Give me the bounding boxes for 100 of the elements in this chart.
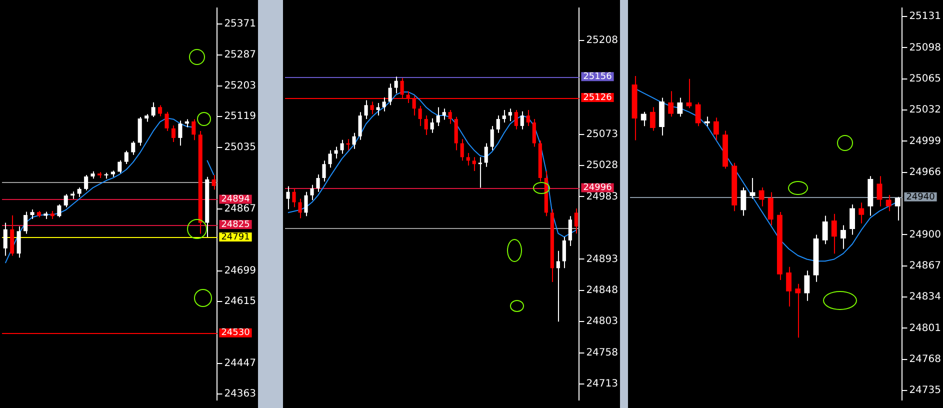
- candlestick: [334, 146, 338, 160]
- y-tick-label: 24999: [909, 136, 941, 147]
- y-tick-label: 24867: [224, 204, 256, 215]
- candlestick: [212, 174, 216, 190]
- y-tick-label: 24447: [224, 358, 256, 369]
- candlestick: [77, 186, 82, 198]
- candlestick: [876, 176, 882, 207]
- y-tick-label: 24801: [909, 322, 941, 334]
- candlestick: [478, 156, 482, 188]
- candlestick: [118, 160, 122, 174]
- candlestick: [24, 211, 28, 234]
- candlestick: [164, 111, 169, 132]
- y-tick-label: 25203: [224, 80, 256, 92]
- candlestick: [124, 150, 128, 164]
- candlestick: [358, 112, 362, 140]
- y-tick-label: 25208: [586, 35, 618, 46]
- candlestick: [840, 224, 846, 250]
- candlestick: [178, 120, 182, 146]
- candlestick: [562, 236, 566, 269]
- candlestick: [713, 117, 719, 141]
- y-tick-label: 24983: [586, 191, 618, 202]
- candlestick: [695, 102, 701, 127]
- candlestick: [57, 204, 62, 218]
- candlestick: [514, 109, 518, 130]
- candlestick: [795, 283, 801, 338]
- candlestick: [298, 198, 302, 219]
- candlestick: [568, 216, 572, 246]
- candlestick: [850, 204, 856, 236]
- candlestick: [448, 109, 452, 124]
- candlestick: [520, 110, 524, 130]
- candlestick: [16, 226, 21, 258]
- candlestick: [804, 270, 810, 302]
- y-tick-label: 24900: [909, 229, 941, 240]
- candlestick: [388, 83, 392, 106]
- y-tick-label: 24615: [224, 296, 256, 308]
- candlestick: [436, 106, 440, 126]
- candlestick: [131, 140, 136, 156]
- candlestick: [532, 118, 536, 148]
- candlestick: [858, 202, 864, 224]
- y-tick-label: 25131: [909, 11, 941, 22]
- candlestick: [740, 186, 746, 216]
- candlestick: [750, 178, 756, 200]
- candlestick: [490, 125, 494, 151]
- y-tick-label: 25028: [586, 160, 618, 172]
- candlestick: [3, 222, 8, 256]
- y-tick-label: 24363: [224, 388, 256, 400]
- candlestick: [668, 90, 674, 118]
- candlestick: [886, 194, 892, 212]
- candlestick: [822, 215, 828, 245]
- y-tick-label: 24834: [909, 292, 941, 303]
- candlestick: [192, 118, 196, 141]
- candlestick: [316, 174, 320, 192]
- candlestick: [526, 109, 530, 126]
- candlestick: [472, 156, 476, 172]
- y-tick-label: 25098: [909, 42, 941, 54]
- y-tick-label: 25371: [224, 18, 256, 30]
- candlestick: [322, 160, 326, 182]
- candlestick: [158, 104, 162, 117]
- candlestick: [466, 152, 470, 166]
- y-tick-label: 24867: [909, 260, 941, 272]
- candlestick: [484, 142, 488, 168]
- candlestick: [650, 106, 656, 132]
- candlestick: [171, 124, 176, 142]
- candlestick: [376, 102, 380, 116]
- candlestick: [424, 115, 428, 136]
- ref-line-label: 25126: [583, 92, 612, 103]
- y-tick-label: 25073: [586, 128, 618, 140]
- candlestick: [64, 194, 68, 208]
- candlestick: [310, 184, 314, 201]
- candlestick: [640, 111, 646, 127]
- candlestick: [442, 108, 446, 120]
- ref-line-label: 24996: [583, 183, 612, 194]
- ref-line-label: 24894: [221, 194, 250, 205]
- ref-line-label: 24791: [221, 232, 250, 242]
- y-tick-label: 24713: [586, 378, 618, 390]
- candlestick: [508, 108, 512, 122]
- candlestick: [370, 101, 374, 115]
- y-tick-label: 24735: [909, 385, 941, 396]
- ref-line-label: 24825: [221, 220, 250, 230]
- ref-line-label: 24940: [906, 192, 936, 202]
- candlestick: [677, 97, 683, 118]
- candlestick: [151, 102, 156, 118]
- candlestick: [394, 76, 398, 94]
- candlestick: [382, 97, 386, 112]
- candlestick: [364, 100, 368, 120]
- y-tick-label: 25032: [909, 104, 941, 116]
- y-tick-label: 25035: [224, 142, 256, 154]
- candlestick: [556, 250, 560, 322]
- y-tick-label: 25065: [909, 73, 941, 84]
- candlestick: [84, 174, 88, 191]
- candlestick: [496, 115, 500, 134]
- y-tick-label: 24768: [909, 354, 941, 365]
- candlestick: [292, 188, 296, 208]
- y-tick-label: 24803: [586, 316, 618, 328]
- candlestick: [304, 191, 308, 217]
- candlestick: [768, 192, 774, 226]
- candlestick: [502, 109, 506, 123]
- ref-line-label: 24530: [221, 328, 250, 338]
- candlestick: [30, 209, 34, 220]
- candlestick: [758, 186, 764, 207]
